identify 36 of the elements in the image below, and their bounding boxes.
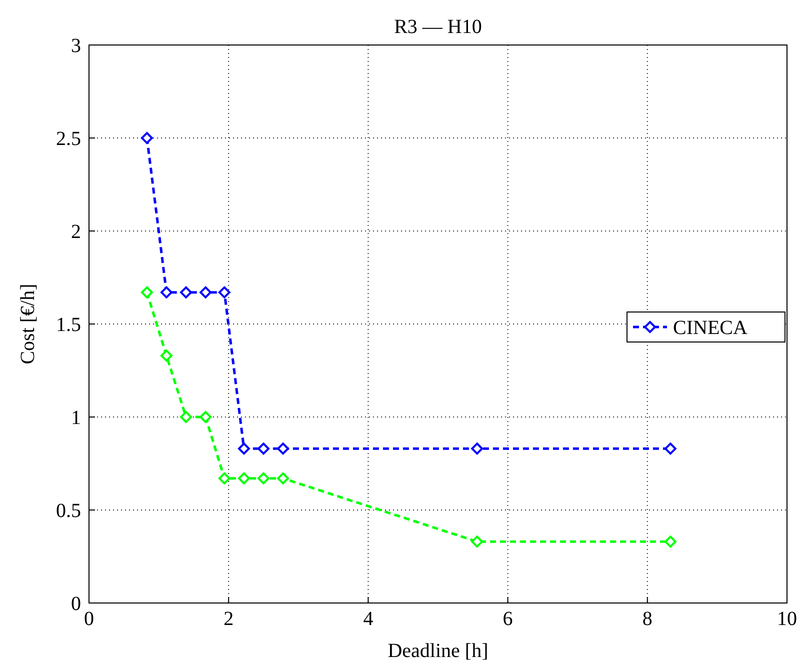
- point: [160, 350, 172, 362]
- point: [258, 442, 270, 455]
- y-tick-label: 0.5: [56, 500, 81, 522]
- x-tick-label: 4: [363, 608, 374, 630]
- point: [218, 286, 230, 298]
- point: [160, 286, 172, 298]
- x-axis-title: Deadline [h]: [388, 640, 488, 662]
- point: [277, 442, 290, 455]
- y-tick-label: 1.5: [56, 314, 81, 336]
- chart-title: R3 — H10: [394, 16, 482, 38]
- point: [218, 472, 230, 484]
- point: [664, 442, 676, 455]
- y-tick-label: 2: [71, 221, 81, 243]
- point: [200, 286, 212, 298]
- point: [277, 472, 290, 484]
- y-tick-label: 1: [71, 407, 81, 429]
- point: [200, 411, 212, 423]
- point: [140, 132, 153, 144]
- x-tick-label: 6: [502, 608, 513, 630]
- y-tick-label: 2.5: [56, 128, 81, 150]
- point: [238, 472, 250, 484]
- point: [664, 536, 676, 548]
- y-axis-title: Cost [€/h]: [17, 284, 39, 364]
- point: [180, 286, 192, 298]
- x-tick-label: 10: [777, 608, 797, 630]
- x-tick-label: 8: [642, 608, 652, 630]
- point: [258, 472, 270, 484]
- y-tick-label: 0: [71, 593, 81, 615]
- legend-label: CINECA: [673, 317, 748, 339]
- x-tick-label: 2: [224, 608, 234, 630]
- point: [140, 286, 153, 298]
- point: [238, 442, 250, 455]
- point: [471, 536, 484, 548]
- point: [180, 411, 192, 423]
- point: [471, 442, 484, 455]
- y-tick-label: 3: [71, 35, 81, 57]
